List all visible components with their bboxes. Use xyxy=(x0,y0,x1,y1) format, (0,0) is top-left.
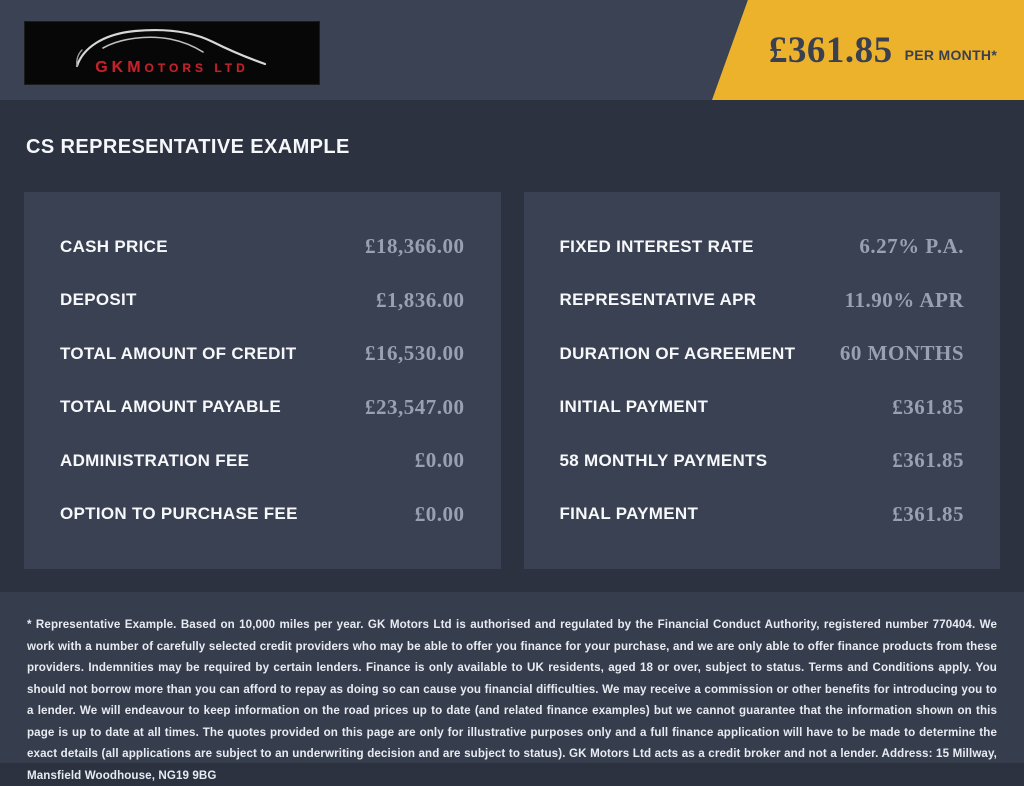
finance-value: 11.90% APR xyxy=(844,287,964,312)
finance-row: 58 MONTHLY PAYMENTS £361.85 xyxy=(560,448,965,473)
finance-row: DURATION OF AGREEMENT 60 MONTHS xyxy=(560,341,965,366)
legal-disclaimer: * Representative Example. Based on 10,00… xyxy=(27,618,997,782)
finance-row: INITIAL PAYMENT £361.85 xyxy=(560,395,965,420)
finance-panel-left: CASH PRICE £18,366.00 DEPOSIT £1,836.00 … xyxy=(24,192,501,569)
finance-value: £23,547.00 xyxy=(365,394,465,419)
finance-label: OPTION TO PURCHASE FEE xyxy=(60,504,298,524)
finance-label: 58 MONTHLY PAYMENTS xyxy=(559,450,768,470)
monthly-price-banner: £361.85 PER MONTH* xyxy=(712,0,1024,100)
finance-panel-right: FIXED INTEREST RATE 6.27% P.A. REPRESENT… xyxy=(523,192,1000,569)
finance-value: £18,366.00 xyxy=(365,234,465,259)
finance-value: £0.00 xyxy=(414,501,465,526)
monthly-price-suffix: PER MONTH* xyxy=(904,47,998,63)
finance-value: £16,530.00 xyxy=(365,341,465,366)
page-title: CS REPRESENTATIVE EXAMPLE xyxy=(26,136,350,158)
finance-row: OPTION TO PURCHASE FEE £0.00 xyxy=(60,502,465,527)
finance-row: TOTAL AMOUNT PAYABLE £23,547.00 xyxy=(60,395,465,420)
finance-example-section: CS REPRESENTATIVE EXAMPLE CASH PRICE £18… xyxy=(0,100,1024,592)
footer: * Representative Example. Based on 10,00… xyxy=(0,592,1024,782)
header: GKMOTORS LTD £361.85 PER MONTH* xyxy=(0,0,1024,100)
finance-label: CASH PRICE xyxy=(60,236,168,256)
car-outline-icon xyxy=(73,26,273,75)
finance-label: REPRESENTATIVE APR xyxy=(559,290,757,310)
finance-row: TOTAL AMOUNT OF CREDIT £16,530.00 xyxy=(60,341,465,366)
finance-label: FINAL PAYMENT xyxy=(559,504,699,524)
finance-row: CASH PRICE £18,366.00 xyxy=(60,234,465,259)
finance-label: DEPOSIT xyxy=(60,290,137,310)
finance-label: FIXED INTEREST RATE xyxy=(559,236,754,256)
finance-value: 60 MONTHS xyxy=(839,341,964,366)
finance-label: DURATION OF AGREEMENT xyxy=(559,343,796,363)
finance-value: 6.27% P.A. xyxy=(859,234,964,259)
finance-label: TOTAL AMOUNT PAYABLE xyxy=(60,397,282,417)
logo-wordmark: GKMOTORS LTD xyxy=(95,59,249,76)
finance-value: £1,836.00 xyxy=(376,287,465,312)
finance-value: £361.85 xyxy=(892,448,964,473)
finance-row: REPRESENTATIVE APR 11.90% APR xyxy=(560,288,965,313)
dealer-logo[interactable]: GKMOTORS LTD xyxy=(24,21,320,85)
finance-row: FINAL PAYMENT £361.85 xyxy=(560,502,965,527)
finance-label: INITIAL PAYMENT xyxy=(559,397,709,417)
finance-row: DEPOSIT £1,836.00 xyxy=(60,288,465,313)
finance-label: TOTAL AMOUNT OF CREDIT xyxy=(60,343,297,363)
finance-value: £0.00 xyxy=(414,448,465,473)
finance-row: ADMINISTRATION FEE £0.00 xyxy=(60,448,465,473)
finance-value: £361.85 xyxy=(892,501,964,526)
finance-panels: CASH PRICE £18,366.00 DEPOSIT £1,836.00 … xyxy=(24,192,1000,569)
monthly-price-amount: £361.85 xyxy=(768,29,893,71)
finance-row: FIXED INTEREST RATE 6.27% P.A. xyxy=(560,234,965,259)
finance-value: £361.85 xyxy=(892,394,964,419)
finance-label: ADMINISTRATION FEE xyxy=(60,450,250,470)
